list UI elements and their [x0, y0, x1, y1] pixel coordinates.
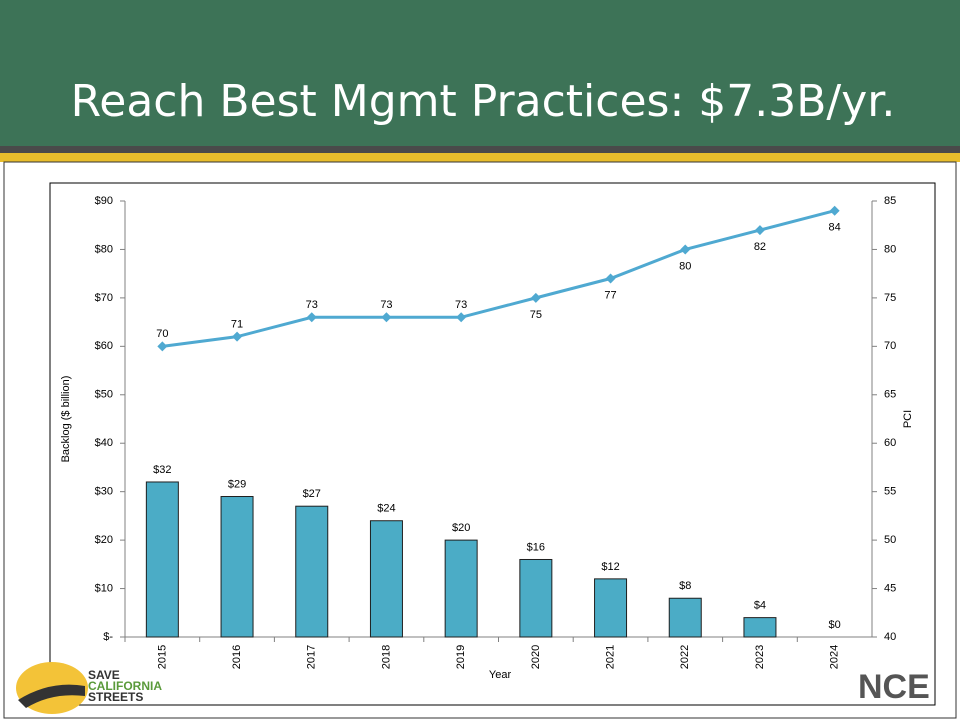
line-value-label: 73	[455, 299, 467, 311]
x-axis-label: Year	[489, 669, 512, 681]
bar-value-label: $29	[228, 478, 246, 490]
line-value-label: 70	[156, 328, 168, 340]
y2-tick-label: 85	[884, 195, 896, 207]
line-marker	[157, 341, 168, 352]
chart-frame	[49, 182, 936, 706]
line-value-label: 73	[380, 299, 392, 311]
y-tick-label: $80	[95, 243, 113, 255]
header-band	[0, 0, 960, 146]
header-rule	[0, 146, 960, 153]
y2-tick-label: 80	[884, 243, 896, 255]
logo-text: SAVE	[88, 668, 120, 682]
x-tick-label: 2019	[455, 645, 467, 669]
line-value-label: 75	[530, 309, 542, 321]
line-marker	[381, 312, 392, 323]
y2-tick-label: 40	[884, 631, 896, 643]
y-tick-label: $40	[95, 437, 113, 449]
logo-text: CALIFORNIA	[88, 679, 162, 693]
logo-nce: NCE	[858, 668, 930, 706]
logo-text: STREETS	[88, 690, 143, 704]
x-tick-label: 2016	[231, 645, 243, 669]
bar-value-label: $8	[679, 580, 691, 592]
line-marker	[456, 312, 467, 323]
line-marker	[754, 225, 765, 236]
header-accent	[0, 153, 960, 162]
bar	[145, 481, 179, 638]
bar-value-label: $27	[303, 488, 321, 500]
x-tick-label: 2021	[604, 645, 616, 669]
y2-axis-label: PCI	[902, 410, 914, 428]
y2-tick-label: 65	[884, 389, 896, 401]
y-tick-label: $60	[95, 340, 113, 352]
logo-road	[18, 684, 85, 708]
x-tick-label: 2017	[306, 645, 318, 669]
slide-title: Reach Best Mgmt Practices: $7.3B/yr.	[71, 76, 896, 127]
x-tick-label: 2018	[380, 645, 392, 669]
logo-left	[16, 662, 88, 714]
line-value-label: 84	[829, 222, 841, 234]
line	[162, 209, 836, 348]
y-tick-label: $-	[103, 631, 113, 643]
bar-value-label: $0	[829, 619, 841, 631]
x-tick-label: 2022	[679, 645, 691, 669]
bar	[220, 496, 254, 638]
line-marker	[232, 331, 243, 342]
x-tick-label: 2015	[156, 645, 168, 669]
line-value-label: 82	[754, 241, 766, 253]
y2-tick-label: 55	[884, 486, 896, 498]
y-tick-label: $30	[95, 486, 113, 498]
x-tick-label: 2023	[754, 645, 766, 669]
line-marker	[605, 273, 616, 284]
bar	[743, 617, 777, 638]
line-value-label: 77	[604, 289, 616, 301]
bar	[668, 597, 702, 638]
x-tick-label: 2024	[829, 645, 841, 669]
bar	[444, 539, 478, 638]
y2-tick-label: 50	[884, 534, 896, 546]
y2-tick-label: 75	[884, 292, 896, 304]
y-tick-label: $20	[95, 534, 113, 546]
bar-value-label: $16	[527, 541, 545, 553]
line-marker	[306, 312, 317, 323]
bar	[594, 578, 628, 638]
bar-value-label: $20	[452, 522, 470, 534]
line-marker	[680, 244, 691, 255]
bar-value-label: $12	[601, 561, 619, 573]
y-tick-label: $10	[95, 582, 113, 594]
bar-value-label: $32	[153, 464, 171, 476]
y-axis-label: Backlog ($ billion)	[60, 376, 72, 463]
y-tick-label: $50	[95, 389, 113, 401]
y-tick-label: $90	[95, 195, 113, 207]
bar-value-label: $4	[754, 600, 766, 612]
bar-value-label: $24	[377, 503, 395, 515]
x-tick-label: 2020	[530, 645, 542, 669]
line-value-label: 71	[231, 319, 243, 331]
y2-tick-label: 45	[884, 582, 896, 594]
line-marker	[530, 292, 541, 303]
y2-tick-label: 60	[884, 437, 896, 449]
bar	[295, 505, 329, 638]
y2-tick-label: 70	[884, 340, 896, 352]
line-marker	[829, 205, 840, 216]
bar	[369, 520, 403, 638]
bar	[519, 558, 553, 638]
line-value-label: 80	[679, 260, 691, 272]
line-value-label: 73	[306, 299, 318, 311]
y-tick-label: $70	[95, 292, 113, 304]
